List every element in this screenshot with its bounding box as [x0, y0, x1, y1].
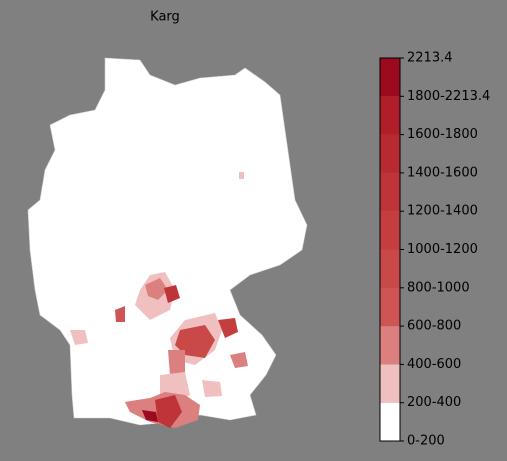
colorbar-label: 1400-1600: [407, 165, 478, 180]
colorbar-label: 200-400: [407, 395, 461, 410]
region-dark: [155, 395, 182, 428]
germany-map: [27, 57, 308, 428]
colorbar-label: 1200-1400: [407, 204, 478, 219]
region-darkest: [142, 410, 158, 422]
colorbar-label: 1000-1200: [407, 242, 478, 257]
region-light: [239, 172, 244, 179]
colorbar-band: [380, 172, 400, 212]
region-dark: [164, 285, 180, 303]
colorbar-label: 600-800: [407, 319, 461, 334]
colorbar: 0-200 200-400 400-600 600-800 800-1000 1000-1…: [379, 51, 490, 449]
region-light: [202, 380, 222, 397]
region-mid: [115, 306, 125, 322]
region-mid: [168, 350, 185, 375]
colorbar-band: [380, 211, 400, 250]
country-outline: [27, 57, 308, 426]
colorbar-label: 2213.4: [407, 51, 453, 66]
colorbar-label: 1600-1800: [407, 127, 478, 142]
colorbar-band: [380, 364, 400, 403]
colorbar-band: [380, 402, 400, 441]
colorbar-label: 800-1000: [407, 280, 470, 295]
colorbar-band: [380, 287, 400, 327]
colorbar-band: [380, 96, 400, 135]
region-dark: [218, 318, 238, 338]
map-title: Karg: [150, 10, 180, 25]
region-light: [70, 330, 88, 345]
colorbar-band: [380, 58, 400, 97]
colorbar-label: 400-600: [407, 357, 461, 372]
colorbar-label: 0-200: [407, 434, 445, 449]
region-mid: [230, 352, 248, 368]
colorbar-band: [380, 326, 400, 365]
region-mid: [145, 278, 168, 300]
colorbar-band: [380, 249, 400, 288]
colorbar-band: [380, 134, 400, 173]
colorbar-label: 1800-2213.4: [407, 89, 490, 104]
region-dark: [175, 325, 215, 358]
